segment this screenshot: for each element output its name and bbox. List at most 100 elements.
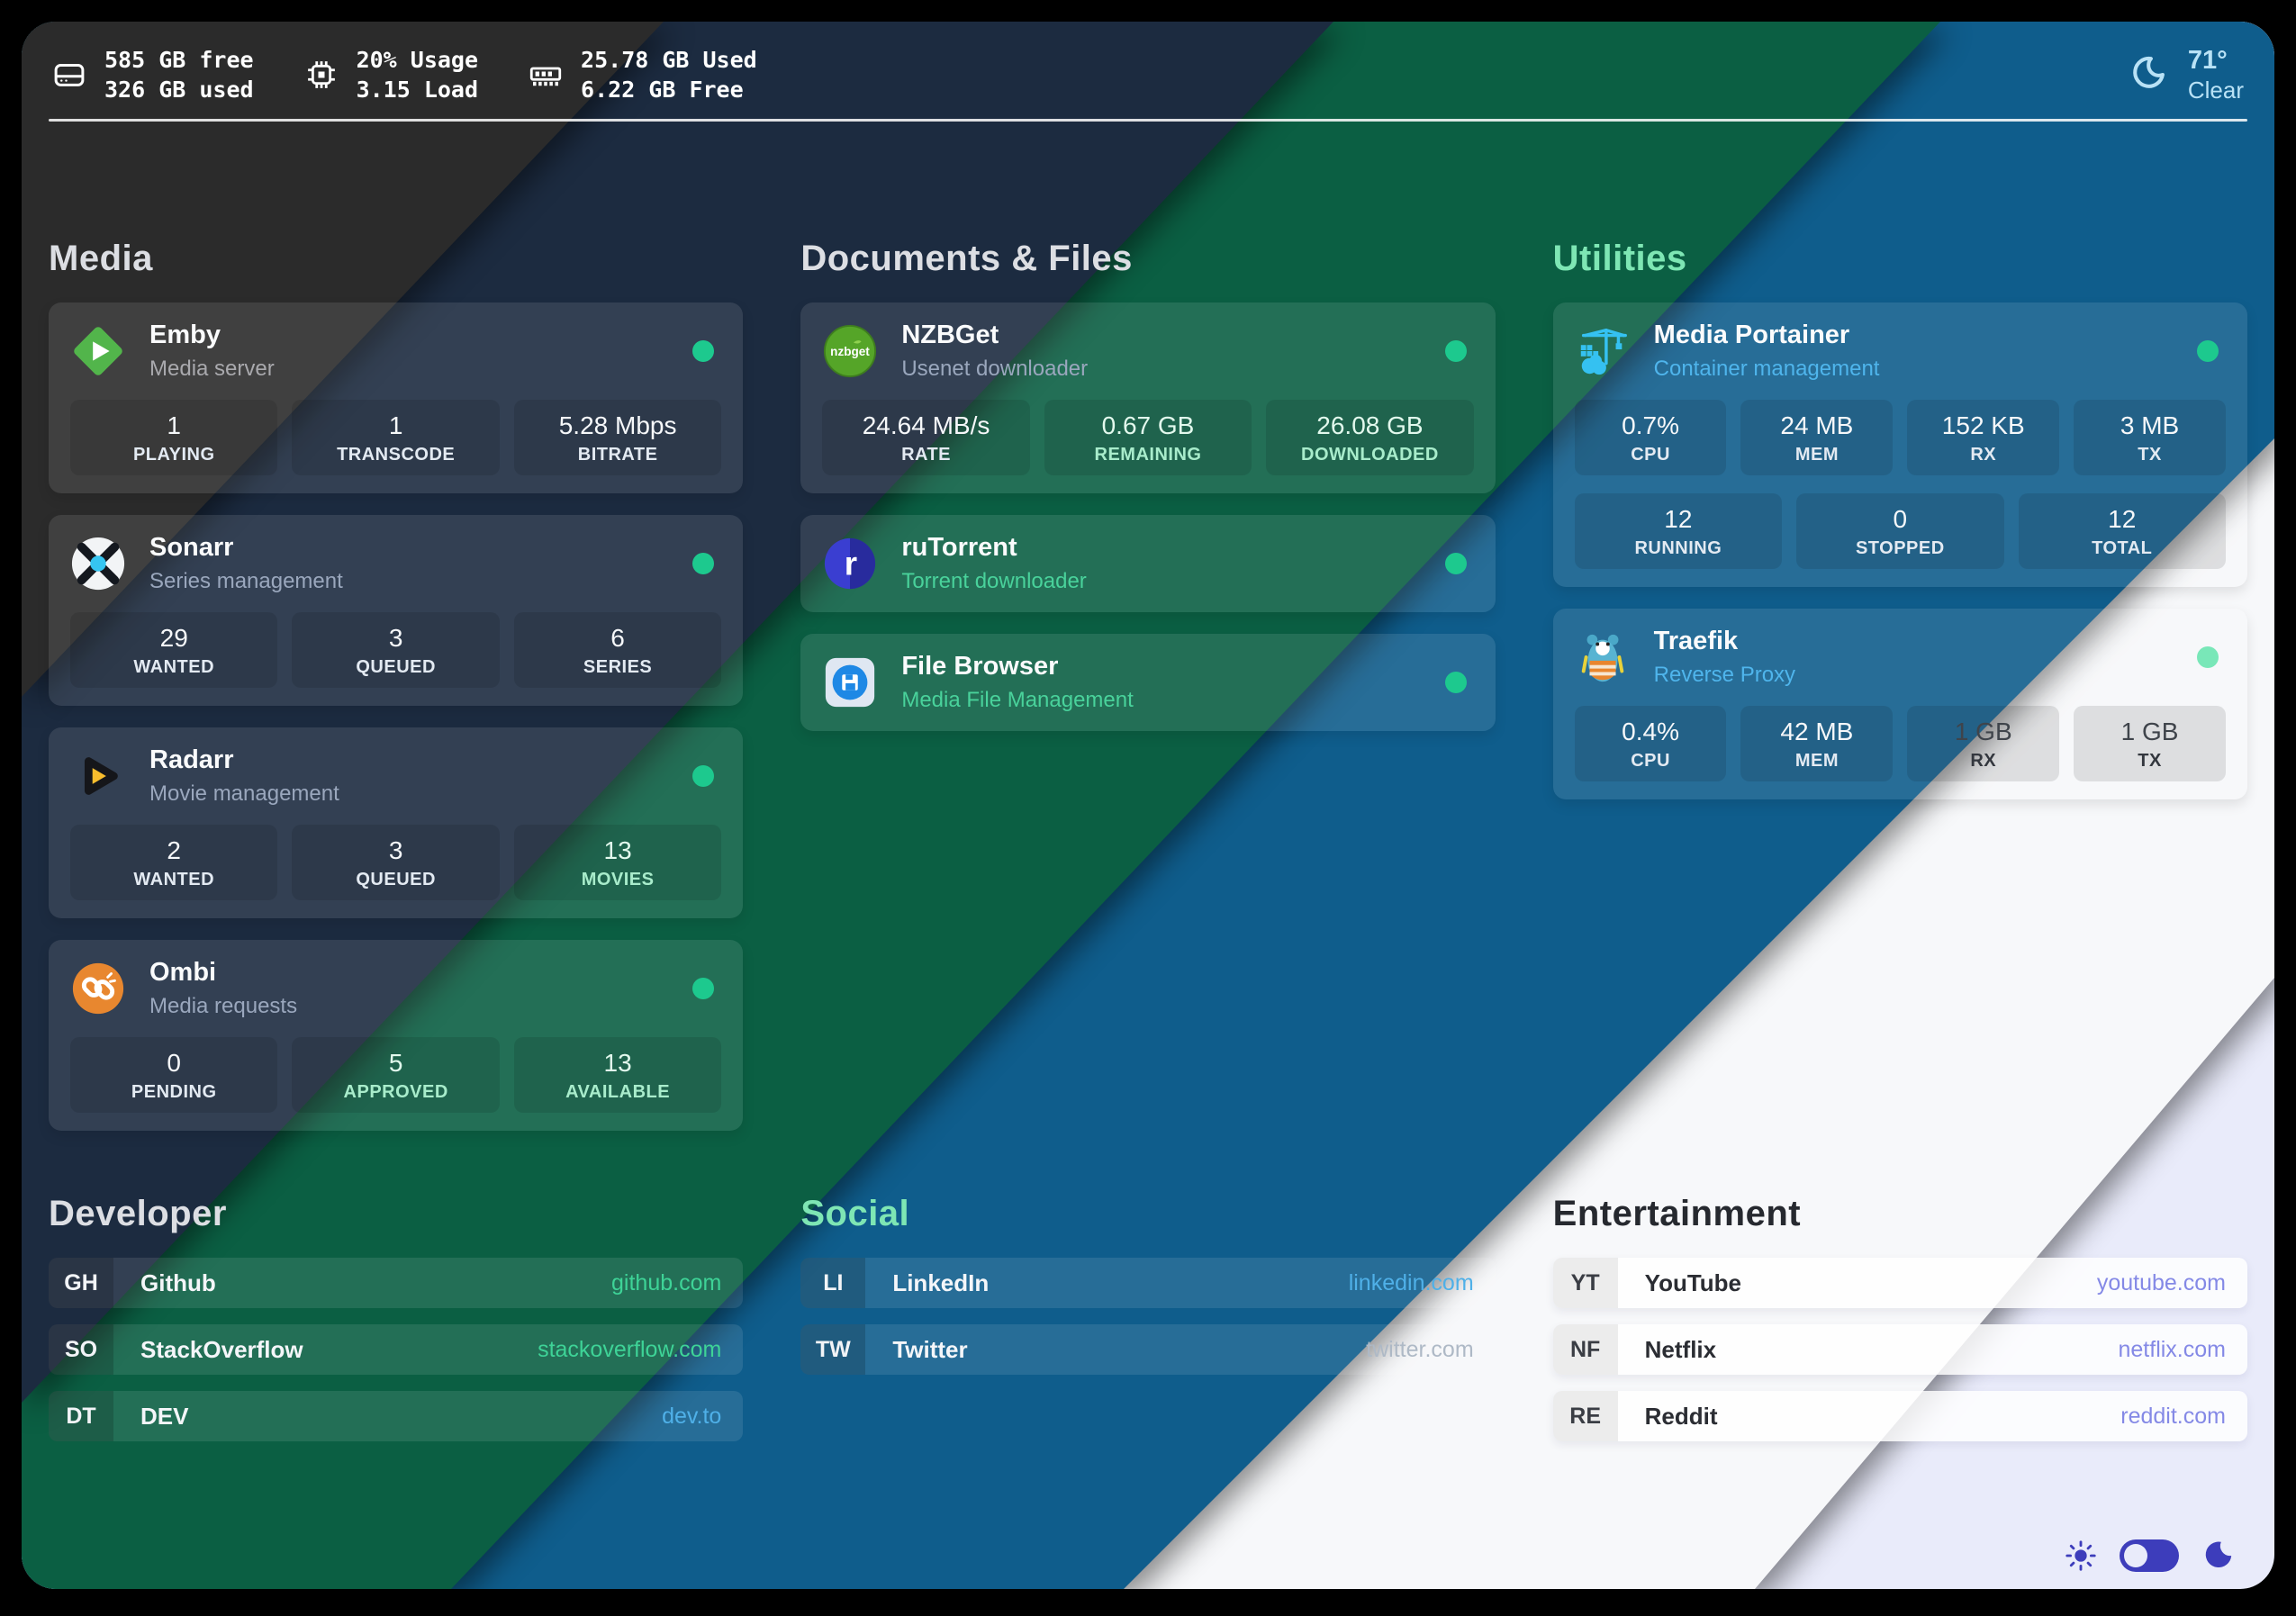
stat-available: 13 AVAILABLE	[513, 1037, 722, 1113]
bookmark-dev[interactable]: DT DEV dev.to	[49, 1391, 744, 1441]
stat-tx: 3 MB TX	[2074, 400, 2226, 475]
service-subtitle: Usenet downloader	[901, 357, 1089, 381]
status-dot	[1444, 553, 1467, 574]
bookmark-name: Reddit	[1644, 1402, 1718, 1430]
bookmark-url: reddit.com	[2120, 1403, 2226, 1429]
stat-tx: 1 GB TX	[2074, 706, 2226, 781]
section-media: Media Emby Media server 1 PLAYING	[49, 239, 744, 1152]
bookmark-netflix[interactable]: NF Netflix netflix.com	[1552, 1324, 2247, 1375]
memory-stats: 25.78 GB Used 6.22 GB Free	[527, 45, 757, 104]
nzbget-icon: nzbget	[822, 323, 878, 379]
service-card-portainer[interactable]: Media Portainer Container management 0.7…	[1552, 302, 2247, 587]
weather-widget: 71° Clear	[2123, 45, 2244, 104]
service-card-emby[interactable]: Emby Media server 1 PLAYING 1 TRANSCODE 5.…	[49, 302, 744, 493]
status-dot	[692, 978, 715, 999]
service-title: ruTorrent	[901, 533, 1017, 562]
bookmark-abbr: YT	[1552, 1258, 1618, 1308]
bookmark-stackoverflow[interactable]: SO StackOverflow stackoverflow.com	[49, 1324, 744, 1375]
stat-downloaded: 26.08 GB DOWNLOADED	[1266, 400, 1474, 475]
moon-clear-icon	[2123, 51, 2170, 98]
disk-icon	[50, 56, 88, 94]
bookmark-reddit[interactable]: RE Reddit reddit.com	[1552, 1391, 2247, 1441]
bookmark-url: linkedin.com	[1348, 1269, 1474, 1296]
service-card-radarr[interactable]: Radarr Movie management 2 WANTED 3 QUEUED …	[49, 727, 744, 918]
traefik-icon	[1575, 629, 1631, 685]
bookmark-url: dev.to	[662, 1403, 722, 1429]
radarr-icon	[70, 748, 126, 804]
stat-mem: 42 MB MEM	[1740, 706, 1894, 781]
service-card-nzbget[interactable]: nzbget NZBGet Usenet downloader 24.64 MB…	[800, 302, 1496, 493]
stat-remaining: 0.67 GB REMAINING	[1044, 400, 1252, 475]
svg-text:nzbget: nzbget	[831, 345, 871, 358]
memory-line2: 6.22 GB Free	[581, 77, 744, 103]
bookmark-name: Netflix	[1644, 1335, 1717, 1363]
service-card-traefik[interactable]: Traefik Reverse Proxy 0.4% CPU 42 MB MEM 1…	[1552, 609, 2247, 799]
theme-toggle-switch[interactable]	[2120, 1539, 2179, 1572]
service-subtitle: Series management	[149, 569, 343, 593]
stat-cpu: 0.4% CPU	[1574, 706, 1727, 781]
section-header-utilities: Utilities	[1552, 239, 1687, 278]
section-entertainment: Entertainment YT YouTube youtube.com NF …	[1552, 1194, 2247, 1458]
service-card-rutorrent[interactable]: r ruTorrent Torrent downloader	[800, 515, 1496, 612]
stat-movies: 13 MOVIES	[513, 825, 722, 900]
bookmark-name: YouTube	[1644, 1268, 1742, 1296]
stat-series: 6 SERIES	[513, 612, 722, 688]
bookmark-youtube[interactable]: YT YouTube youtube.com	[1552, 1258, 2247, 1308]
stat-bitrate: 5.28 Mbps BITRATE	[513, 400, 722, 475]
bookmark-twitter[interactable]: TW Twitter twitter.com	[800, 1324, 1496, 1375]
weather-condition: Clear	[2187, 77, 2244, 104]
status-bar: 585 GB free 326 GB used 20% Usage 3.15 Loa…	[22, 22, 2274, 104]
status-dot	[692, 340, 715, 362]
stat-wanted: 2 WANTED	[70, 825, 278, 900]
bookmark-abbr: NF	[1552, 1324, 1618, 1375]
bookmark-abbr: DT	[49, 1391, 113, 1441]
bookmark-url: youtube.com	[2096, 1269, 2226, 1296]
section-utilities: Utilities M	[1552, 239, 2247, 1152]
service-card-ombi[interactable]: Ombi Media requests 0 PENDING 5 APPROVED 1…	[49, 940, 744, 1131]
service-card-filebrowser[interactable]: File Browser Media File Management	[800, 634, 1496, 731]
stat-pending: 0 PENDING	[70, 1037, 278, 1113]
service-card-sonarr[interactable]: Sonarr Series management 29 WANTED 3 QUEUE…	[49, 515, 744, 706]
bookmark-url: github.com	[611, 1269, 722, 1296]
stat-rate: 24.64 MB/s RATE	[822, 400, 1030, 475]
stat-mem: 24 MB MEM	[1740, 400, 1894, 475]
topbar-divider	[49, 119, 2247, 122]
sun-icon[interactable]	[2064, 1539, 2098, 1573]
disk-line1: 585 GB free	[104, 47, 254, 73]
moon-icon[interactable]	[2201, 1539, 2235, 1573]
section-social: Social LI LinkedIn linkedin.com TW Twitt…	[800, 1194, 1496, 1458]
section-documents: Documents & Files nzbget NZBGet Usenet d…	[800, 239, 1496, 1152]
bookmark-url: stackoverflow.com	[538, 1336, 722, 1362]
ram-icon	[527, 56, 565, 94]
stat-wanted: 29 WANTED	[70, 612, 278, 688]
status-dot	[2196, 646, 2219, 668]
stat-rx: 1 GB RX	[1907, 706, 2060, 781]
stat-rx: 152 KB RX	[1907, 400, 2060, 475]
stat-playing: 1 PLAYING	[70, 400, 278, 475]
section-developer: Developer GH Github github.com SO StackO…	[49, 1194, 744, 1458]
stat-cpu: 0.7% CPU	[1574, 400, 1727, 475]
dashboard-frame: 585 GB free 326 GB used 20% Usage 3.15 Loa…	[22, 22, 2274, 1589]
filebrowser-icon	[822, 655, 878, 710]
service-title: Sonarr	[149, 533, 234, 562]
bookmark-name: DEV	[140, 1402, 189, 1430]
bookmark-github[interactable]: GH Github github.com	[49, 1258, 744, 1308]
bookmark-abbr: GH	[49, 1258, 113, 1308]
service-subtitle: Reverse Proxy	[1653, 663, 1796, 687]
section-header-social: Social	[800, 1194, 910, 1233]
cpu-line1: 20% Usage	[356, 47, 479, 73]
service-title: Radarr	[149, 745, 234, 774]
bookmark-linkedin[interactable]: LI LinkedIn linkedin.com	[800, 1258, 1496, 1308]
bookmark-url: netflix.com	[2118, 1336, 2226, 1362]
bookmark-url: twitter.com	[1366, 1336, 1474, 1362]
service-subtitle: Movie management	[149, 781, 339, 806]
stat-queued: 3 QUEUED	[292, 612, 500, 688]
section-header-entertainment: Entertainment	[1552, 1194, 1802, 1233]
bookmark-name: Twitter	[892, 1335, 968, 1363]
bookmark-name: StackOverflow	[140, 1335, 303, 1363]
status-dot	[1444, 672, 1467, 693]
theme-controls	[2064, 1539, 2235, 1573]
toggle-knob	[2124, 1544, 2147, 1567]
emby-icon	[70, 323, 126, 379]
bookmark-name: Github	[140, 1268, 216, 1296]
